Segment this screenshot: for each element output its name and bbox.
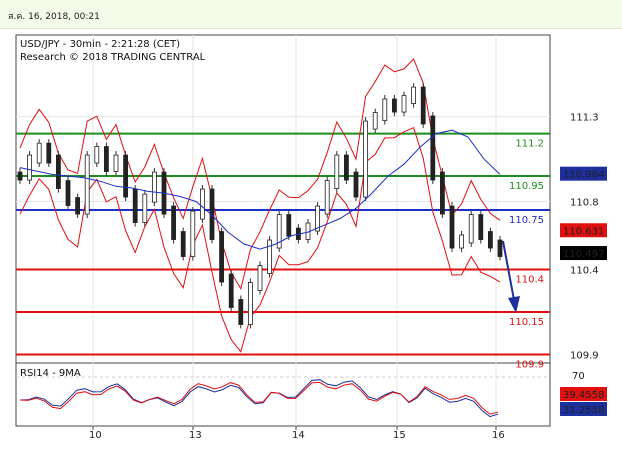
candle-body — [372, 112, 378, 130]
candle-body — [142, 193, 148, 223]
candle-body — [411, 86, 417, 104]
level-label: 110.15 — [509, 317, 544, 328]
candle-body — [190, 210, 196, 257]
candle-body — [363, 120, 369, 198]
rsi-ma-line — [19, 381, 499, 415]
rsi-level-label: 70 — [572, 371, 585, 382]
candle-body — [257, 265, 263, 291]
forecast-arrow-head — [508, 296, 520, 313]
y-tick-label: 109.9 — [570, 351, 599, 362]
level-label: 109.9 — [515, 360, 544, 371]
price-series — [19, 129, 501, 250]
candle-body — [315, 205, 321, 232]
candle-body — [17, 171, 23, 181]
candle-body — [171, 205, 177, 240]
rsi-tag-box — [560, 402, 607, 416]
candle-body — [343, 154, 349, 181]
candle-body — [56, 154, 61, 189]
price-panel-frame — [15, 34, 551, 364]
candle-body — [468, 214, 474, 244]
rsi-tag-label: 31.2558 — [563, 405, 604, 416]
candle-body — [439, 171, 445, 215]
candle-body — [401, 95, 407, 113]
level-label: 110.4 — [515, 275, 544, 286]
candle-body — [324, 180, 330, 215]
candle-body — [276, 214, 282, 249]
candle-body — [84, 154, 90, 215]
candle-body — [94, 146, 100, 164]
axis-ticks: 111.3 110.8 110.4 109.9 10 13 14 15 16 — [89, 113, 599, 441]
moving-average-line — [19, 129, 501, 250]
candle-body — [430, 115, 436, 181]
candle-body — [286, 214, 292, 237]
candle-body — [238, 299, 244, 325]
level-label: 110.75 — [509, 215, 544, 226]
forecast-arrow-line — [502, 240, 515, 301]
candle-body — [459, 234, 465, 249]
price-tag-label: 110.631 — [563, 226, 604, 237]
x-tick-label: 15 — [393, 430, 406, 441]
candle-body — [382, 98, 388, 121]
support-resistance-levels: 111.2 110.95 110.75 110.4 110.15 109.9 — [16, 132, 550, 371]
rsi-line — [19, 379, 499, 418]
bollinger-upper — [19, 58, 501, 291]
y-tick-label: 111.3 — [570, 113, 599, 124]
chart-subtitle: Research © 2018 TRADING CENTRAL — [20, 52, 206, 63]
candle-body — [113, 154, 119, 172]
rsi-label: RSI14 - 9MA — [20, 368, 81, 379]
x-tick-label: 13 — [189, 430, 202, 441]
price-tag-box — [560, 223, 607, 238]
candle-body — [247, 282, 253, 325]
rsi-panel: 39.4558 31.2558 — [16, 376, 607, 418]
bollinger-lower — [19, 127, 501, 353]
candle-body — [27, 154, 33, 181]
price-tag-label: 110.964 — [563, 170, 604, 181]
candle-body — [180, 231, 186, 257]
rsi-tag-label: 39.4558 — [563, 390, 604, 401]
candle-body — [219, 231, 225, 283]
candle-body — [123, 154, 128, 198]
x-tick-label: 10 — [89, 430, 102, 441]
price-tag-box — [560, 166, 607, 181]
candle-body — [420, 86, 426, 125]
candle-body — [353, 171, 359, 198]
price-tag-label: 110.497 — [563, 249, 604, 260]
x-tick-label: 14 — [292, 430, 305, 441]
candle-body — [487, 231, 493, 249]
y-tick-label: 110.4 — [570, 266, 599, 277]
candle-body — [228, 273, 234, 308]
y-tick-label: 110.8 — [570, 198, 599, 209]
candle-body — [65, 180, 71, 206]
candle-body — [75, 197, 80, 215]
level-label: 110.95 — [509, 181, 544, 192]
candle-body — [151, 171, 157, 203]
chart-title: USD/JPY - 30min - 2:21:28 (CET) — [20, 39, 180, 50]
candle-body — [391, 98, 397, 113]
level-label: 111.2 — [515, 139, 544, 150]
candle-body — [334, 154, 340, 189]
candle-body — [199, 188, 205, 220]
x-tick-label: 16 — [492, 430, 505, 441]
timestamp: ส.ค. 16, 2018, 00:21 — [8, 12, 100, 22]
rsi-tag-box — [560, 387, 607, 401]
candle-body — [36, 142, 42, 164]
price-tag-box — [560, 246, 607, 261]
candle-body — [46, 142, 52, 164]
candle-body — [132, 188, 138, 223]
price-tags: 110.964 110.631 110.497 — [560, 166, 607, 261]
candle-body — [478, 214, 484, 240]
candlesticks — [17, 83, 503, 329]
timestamp-bar: ส.ค. 16, 2018, 00:21 — [0, 0, 622, 29]
bollinger-bands — [19, 58, 501, 353]
candle-body — [267, 239, 273, 274]
candle-body — [497, 239, 503, 257]
candle-body — [209, 188, 215, 240]
candle-body — [104, 146, 109, 172]
candle-body — [449, 205, 455, 249]
